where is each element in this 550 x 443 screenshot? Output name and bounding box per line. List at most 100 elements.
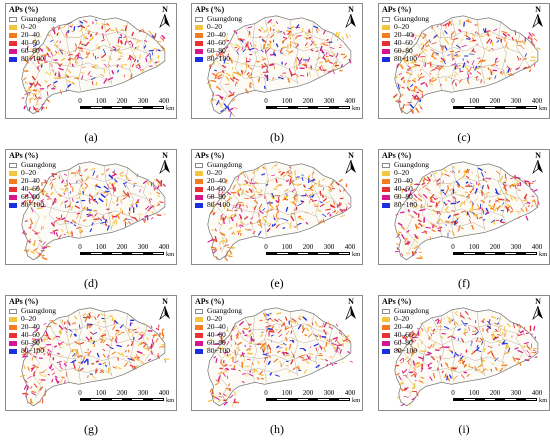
ap-patch bbox=[232, 98, 236, 102]
ap-patch bbox=[105, 193, 109, 197]
ap-patch bbox=[289, 343, 292, 350]
ap-patch bbox=[474, 326, 479, 331]
ap-patch bbox=[24, 220, 28, 222]
ap-patch bbox=[349, 360, 353, 363]
ap-patch bbox=[447, 377, 450, 382]
ap-patch bbox=[258, 230, 262, 236]
ap-patch bbox=[453, 213, 460, 216]
ap-patch bbox=[286, 352, 289, 355]
map-panel: APs (%) Guangdong 0–20 20–40 40–60 60–80 80−10… bbox=[5, 295, 177, 411]
ap-patch bbox=[239, 216, 242, 220]
ap-patch bbox=[162, 334, 165, 340]
ap-patch bbox=[232, 206, 234, 209]
ap-patch bbox=[108, 187, 112, 190]
ap-patch bbox=[58, 63, 61, 67]
legend-label: 40–60 bbox=[207, 38, 226, 47]
ap-patch bbox=[244, 179, 248, 184]
ap-patch bbox=[419, 76, 425, 79]
ap-patch bbox=[333, 210, 337, 213]
ap-patch bbox=[84, 182, 88, 186]
ap-patch bbox=[79, 342, 85, 345]
ap-patch bbox=[157, 194, 161, 197]
ap-patch bbox=[397, 84, 400, 90]
ap-patch bbox=[47, 348, 52, 353]
ap-patch bbox=[96, 46, 100, 49]
ap-patch bbox=[475, 337, 479, 343]
map-legend: APs (%) Guangdong 0–20 20–40 40–60 60–80 80−10… bbox=[382, 298, 429, 355]
ap-patch bbox=[478, 59, 482, 65]
legend-item: 20–40 bbox=[195, 323, 242, 331]
ap-patch bbox=[299, 354, 306, 357]
legend-swatch bbox=[9, 178, 17, 184]
ap-patch bbox=[53, 220, 58, 224]
ap-patch bbox=[496, 333, 501, 336]
ap-patch bbox=[63, 192, 66, 195]
ap-patch bbox=[227, 353, 232, 357]
ap-patch bbox=[44, 80, 48, 83]
ap-patch bbox=[462, 360, 466, 365]
ap-patch bbox=[534, 38, 538, 42]
ap-patch bbox=[266, 312, 272, 316]
ap-patch bbox=[481, 184, 484, 189]
county-boundary bbox=[103, 311, 113, 377]
ap-patch bbox=[476, 43, 479, 46]
ap-patch bbox=[228, 109, 233, 114]
ap-patch bbox=[61, 57, 66, 61]
ap-patch bbox=[463, 332, 466, 336]
ap-patch bbox=[73, 367, 76, 369]
ap-patch bbox=[431, 51, 435, 57]
ap-patch bbox=[87, 208, 92, 211]
ap-patch bbox=[236, 333, 240, 340]
ap-patch bbox=[229, 107, 234, 111]
ap-patch bbox=[340, 332, 343, 336]
ap-patch bbox=[43, 180, 48, 184]
ap-patch bbox=[308, 193, 311, 198]
ap-patch bbox=[37, 340, 41, 344]
ap-patch bbox=[493, 336, 499, 340]
ap-patch bbox=[504, 330, 507, 333]
ap-patch bbox=[228, 94, 235, 97]
scale-tick-label: 100 bbox=[281, 243, 293, 251]
ap-patch bbox=[226, 197, 231, 203]
county-boundary bbox=[264, 163, 269, 237]
scale-tick-label: 0 bbox=[78, 389, 82, 397]
ap-patch bbox=[445, 206, 449, 211]
ap-patch bbox=[495, 198, 497, 202]
ap-patch bbox=[487, 345, 493, 349]
ap-patch bbox=[455, 310, 458, 314]
ap-patch bbox=[95, 368, 98, 374]
scale-tick-label: 100 bbox=[468, 243, 480, 251]
ap-patch bbox=[305, 36, 311, 40]
ap-patch bbox=[496, 170, 501, 175]
county-boundary bbox=[29, 350, 42, 399]
ap-patch bbox=[73, 224, 77, 227]
ap-patch bbox=[117, 333, 122, 336]
map-legend: APs (%) Guangdong 0–20 20–40 40–60 60–80 80−10… bbox=[195, 152, 242, 209]
ap-patch bbox=[50, 222, 55, 227]
scale-tick-label: 400 bbox=[531, 389, 543, 397]
legend-label: 60–80 bbox=[21, 192, 40, 201]
ap-patch bbox=[447, 215, 451, 219]
ap-patch bbox=[284, 188, 289, 192]
ap-patch bbox=[102, 361, 106, 365]
ap-patch bbox=[407, 60, 409, 65]
north-arrow: N bbox=[344, 6, 358, 33]
legend-label: Guangdong bbox=[21, 14, 56, 23]
ap-patch bbox=[240, 64, 243, 67]
legend-label: 0–20 bbox=[394, 22, 409, 31]
ap-patch bbox=[496, 36, 498, 40]
ap-patch bbox=[40, 199, 44, 201]
ap-patch bbox=[242, 330, 245, 334]
ap-patch bbox=[275, 328, 278, 332]
guangdong-map bbox=[207, 161, 352, 262]
ap-patch bbox=[490, 207, 495, 210]
ap-patch bbox=[512, 196, 516, 200]
county-boundary bbox=[516, 179, 525, 215]
ap-patch bbox=[462, 62, 466, 68]
ap-patch bbox=[102, 353, 106, 358]
legend-item: 80−100 bbox=[195, 201, 242, 209]
county-boundary bbox=[476, 165, 486, 231]
ap-patch bbox=[427, 351, 432, 355]
ap-patch bbox=[82, 313, 87, 317]
ap-patch bbox=[223, 203, 226, 210]
